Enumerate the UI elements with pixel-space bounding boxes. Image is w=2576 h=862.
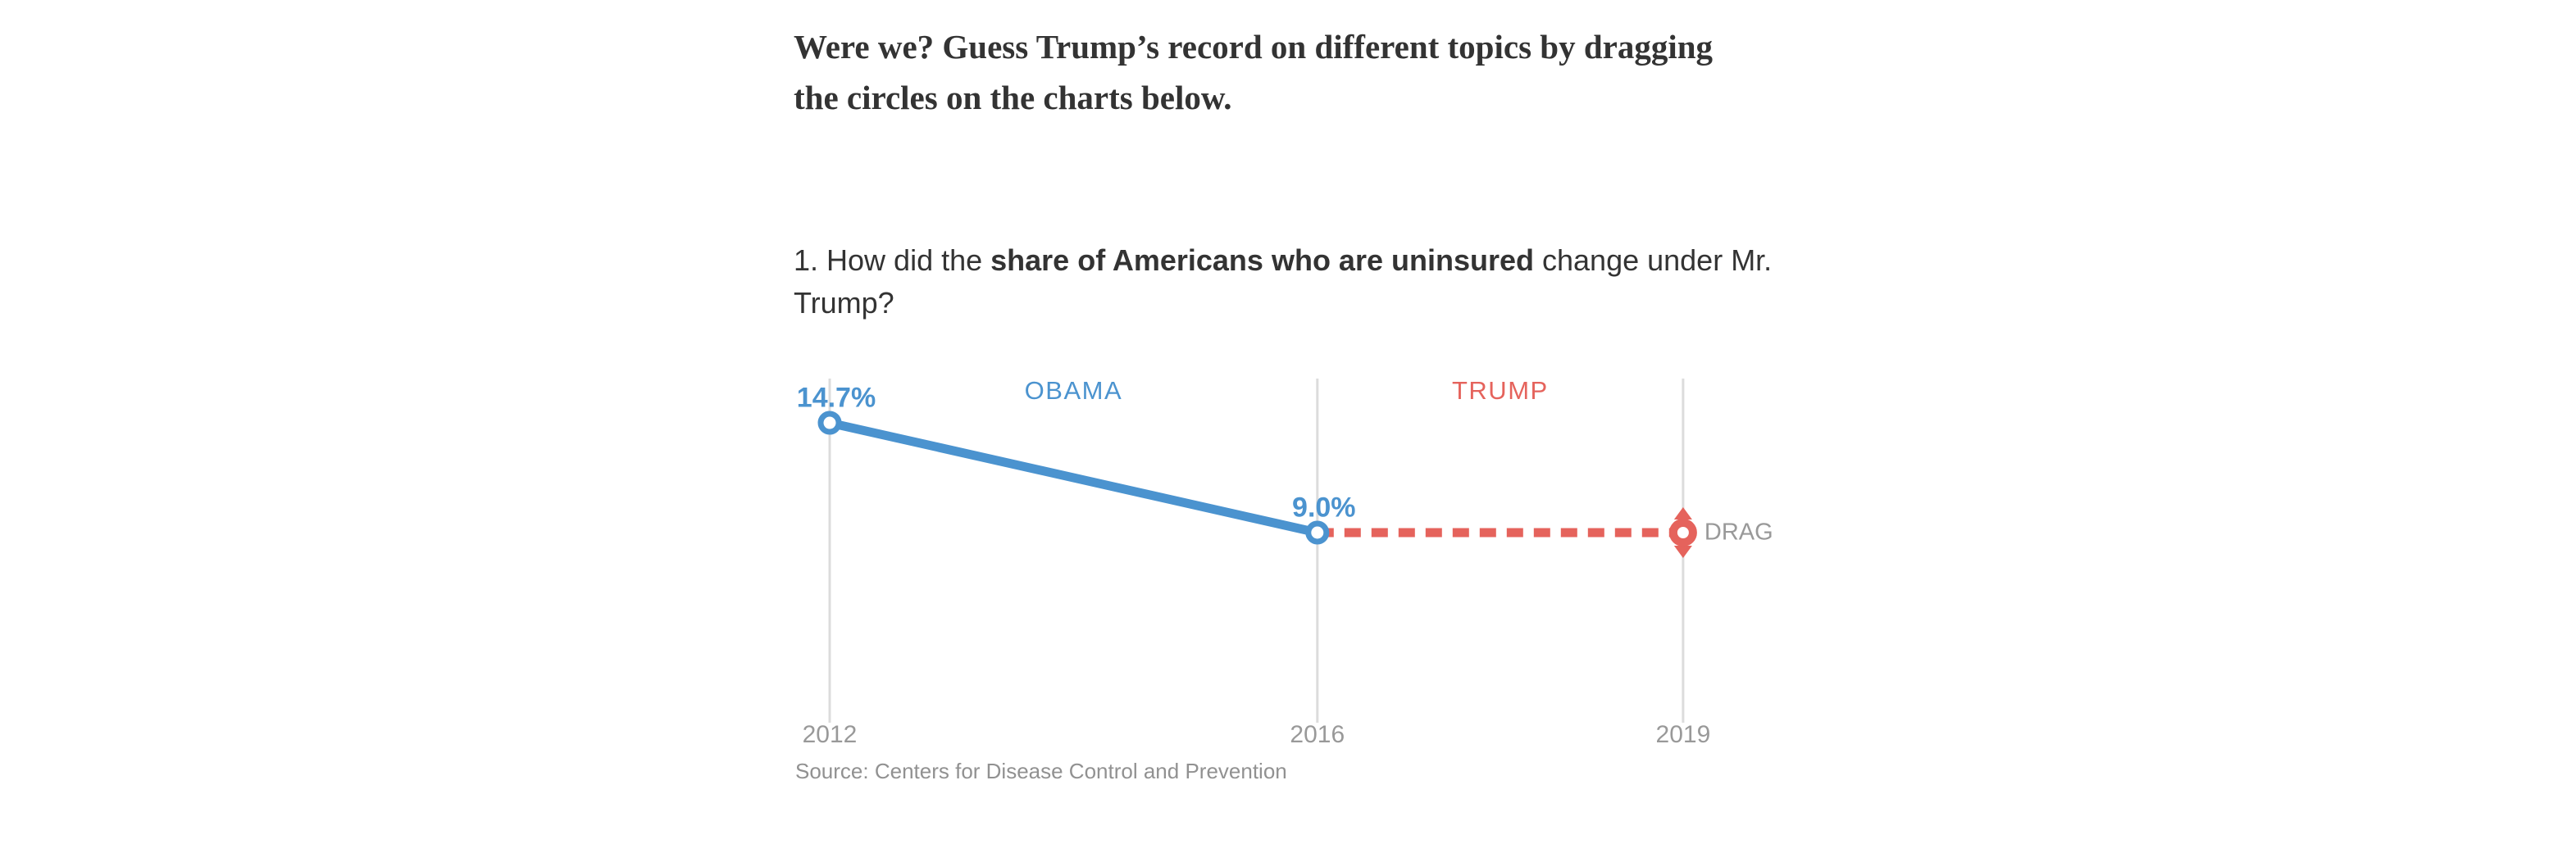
question-suffix: change under Mr. — [1534, 243, 1773, 277]
x-tick-2012: 2012 — [802, 721, 858, 748]
drag-down-arrow-icon[interactable] — [1673, 546, 1692, 558]
title-line-1: Were we? Guess Trump’s record on differe… — [794, 28, 1714, 66]
era-label-trump: TRUMP — [1451, 376, 1549, 405]
source-note: Source: Centers for Disease Control and … — [795, 759, 1287, 783]
title-line-2: the circles on the charts below. — [794, 79, 1232, 116]
value-label-2016: 9.0% — [1292, 492, 1356, 524]
drag-hint-label: DRAG — [1704, 519, 1773, 546]
value-label-2012: 14.7% — [796, 382, 876, 414]
data-point-2012 — [817, 411, 842, 435]
question-line-1: 1. How did the share of Americans who ar… — [794, 239, 1772, 282]
question-topic: share of Americans who are uninsured — [990, 243, 1534, 277]
data-point-2016 — [1305, 520, 1330, 545]
drag-handle[interactable] — [1668, 519, 1697, 547]
question-1: 1. How did the share of Americans who ar… — [794, 239, 1772, 324]
era-label-obama: OBAMA — [1024, 376, 1123, 405]
question-line-2: Trump? — [794, 286, 894, 320]
x-tick-2019: 2019 — [1655, 721, 1711, 748]
question-prefix: 1. How did the — [794, 243, 991, 277]
page-title: Were we? Guess Trump’s record on differe… — [794, 21, 1713, 123]
drag-up-arrow-icon[interactable] — [1673, 507, 1692, 519]
x-tick-2016: 2016 — [1290, 721, 1345, 748]
actual-line — [828, 418, 1319, 538]
